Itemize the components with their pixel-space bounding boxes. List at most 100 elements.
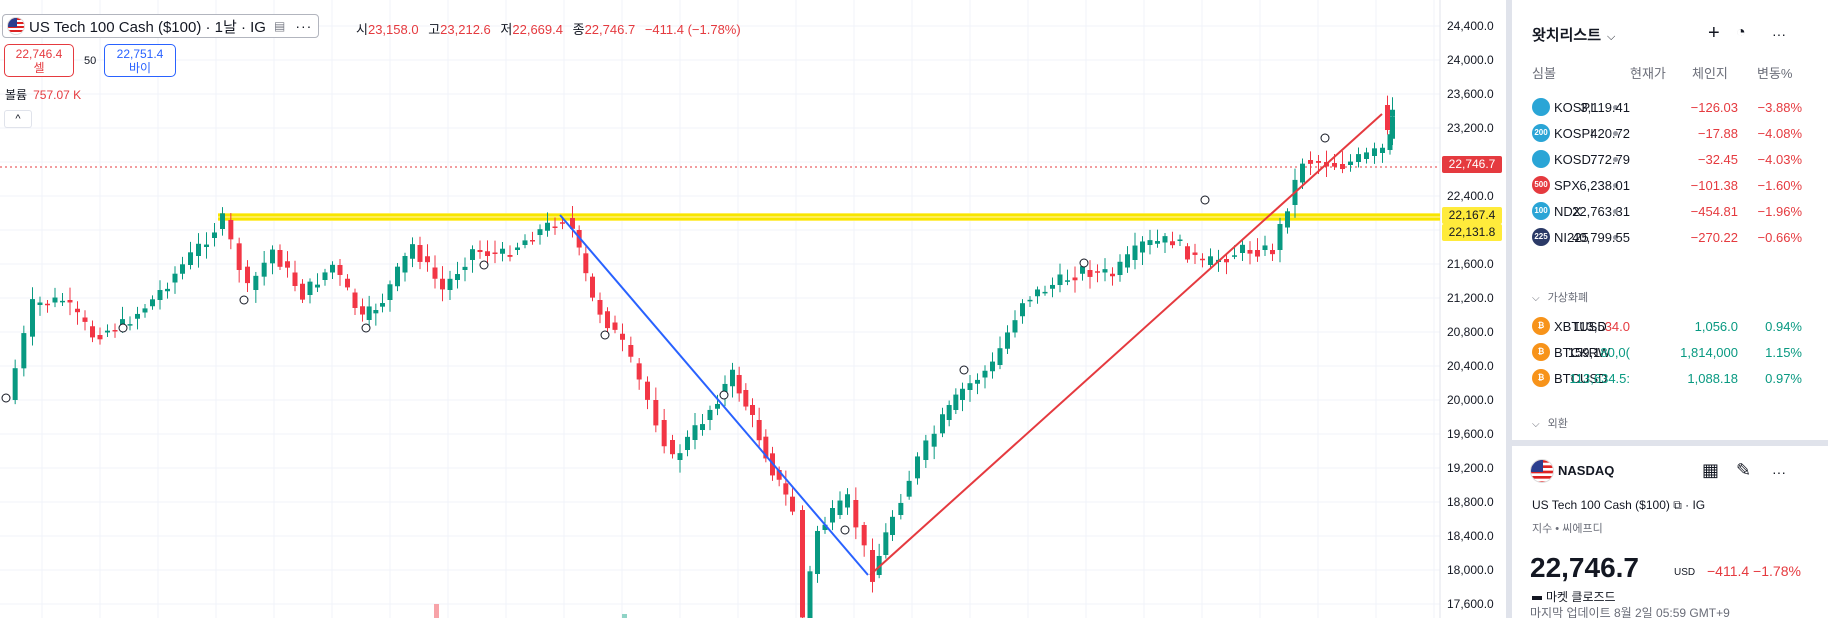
candle-body — [605, 311, 610, 329]
candle-body — [75, 308, 80, 313]
more-icon[interactable]: ··· — [295, 18, 313, 34]
watchlist-row[interactable]: 500 SPX 6,238.01 −101.38 −1.60% — [1512, 170, 1828, 200]
row-price: 6,238.01 — [1579, 178, 1630, 193]
status-dot — [1613, 183, 1618, 188]
kospi200-icon: 200 — [1532, 124, 1550, 142]
candle-body — [537, 229, 543, 235]
row-percent: −4.08% — [1757, 126, 1802, 141]
watchlist-row[interactable]: ₿ BTCKRW 159,180,0(1,814,000 1.15% — [1512, 337, 1828, 367]
col-symbol[interactable]: 심볼 — [1532, 66, 1556, 81]
candle-body — [135, 313, 140, 319]
col-percent[interactable]: 변동% — [1757, 66, 1793, 81]
buy-button[interactable]: 22,751.4 바이 — [104, 44, 176, 77]
data-window-icon[interactable]: ▤ — [273, 19, 286, 33]
more-options-icon[interactable]: ··· — [1772, 26, 1786, 42]
candle-body — [1177, 239, 1183, 242]
col-price[interactable]: 현재가 — [1630, 66, 1666, 81]
candle-body — [552, 226, 558, 228]
watchlist-row[interactable]: 225 NI225 40,799.55 −270.22 −0.66% — [1512, 222, 1828, 252]
candle-body — [1308, 160, 1313, 164]
row-change: −17.88 — [1697, 126, 1738, 141]
volume-bar — [622, 614, 627, 618]
candle-body — [707, 409, 713, 420]
candle-body — [157, 290, 163, 300]
level-upper-tag: 22,167.4 — [1442, 207, 1502, 224]
candle-body — [1387, 134, 1393, 150]
candle-body — [165, 288, 170, 292]
instrument-name[interactable]: US Tech 100 Cash ($100) ⧉ · IG — [1532, 498, 1706, 512]
bitcoin-krw-icon: ₿ — [1532, 343, 1550, 361]
candle-body — [373, 310, 379, 314]
candle-body — [1348, 161, 1353, 165]
row-change: 1,814,000 — [1680, 345, 1738, 360]
panel-divider[interactable] — [1506, 0, 1512, 618]
candle-body — [345, 278, 350, 288]
candle-body — [1072, 277, 1078, 281]
price-tick: 20,000.0 — [1447, 393, 1494, 407]
candle-body — [417, 245, 423, 262]
sell-button[interactable]: 22,746.4 셀 — [4, 44, 74, 77]
candle-body — [410, 244, 415, 259]
edit-icon[interactable]: ✎ — [1736, 460, 1752, 480]
candle-body — [485, 251, 490, 257]
watchlist-row[interactable]: KOSPI 3,119.41 −126.03 −3.88% — [1512, 92, 1828, 122]
event-marker-icon — [1079, 258, 1089, 268]
candle-body — [196, 243, 201, 256]
candle-body — [105, 330, 110, 333]
candle-body — [1200, 258, 1205, 261]
candle-body — [45, 303, 50, 306]
status-dot — [1613, 157, 1618, 162]
price-tick: 24,400.0 — [1447, 19, 1494, 33]
collapse-legend-button[interactable]: ^ — [4, 110, 32, 128]
candle-body — [292, 272, 298, 286]
panel-separator[interactable] — [1512, 440, 1828, 446]
watchlist-row[interactable]: KOSD. 772.79 −32.45 −4.03% — [1512, 144, 1828, 174]
row-percent: −0.66% — [1757, 230, 1802, 245]
candle-body — [300, 283, 305, 300]
pie-chart-icon[interactable]: ◔ — [1736, 24, 1746, 41]
candle-body — [990, 361, 995, 372]
candle-body — [870, 550, 875, 582]
price-tick: 19,200.0 — [1447, 461, 1494, 475]
watchlist-row[interactable]: ₿ BTCUSD 113,634.5: 1,088.18 0.97% — [1512, 363, 1828, 393]
price-tick: 23,600.0 — [1447, 87, 1494, 101]
symbol-selector[interactable]: US Tech 100 Cash ($100) · 1날 · IG ▤ ··· — [2, 14, 320, 38]
col-change[interactable]: 체인지 — [1692, 66, 1728, 81]
candle-body — [322, 272, 328, 280]
candle-body — [1270, 250, 1275, 255]
price-tick: 20,800.0 — [1447, 325, 1494, 339]
candle-body — [1372, 148, 1377, 156]
row-percent: −1.60% — [1757, 178, 1802, 193]
price-chart[interactable] — [0, 0, 1506, 618]
more-options-icon[interactable]: ··· — [1772, 464, 1786, 480]
add-symbol-icon[interactable]: + — [1708, 22, 1720, 44]
chart-pane[interactable]: US Tech 100 Cash ($100) · 1날 · IG ▤ ··· … — [0, 0, 1506, 618]
watchlist-row[interactable]: ₿ XBTUSD 113,534.0 1,056.0 0.94% — [1512, 311, 1828, 341]
chevron-down-icon: ⌵ — [1532, 419, 1540, 430]
candle-body — [661, 420, 667, 447]
crypto-section-header[interactable]: ⌵ 가상화폐 — [1532, 292, 1589, 304]
row-price: 3,119.41 — [1580, 100, 1630, 115]
watchlist-row[interactable]: 200 KOSPI 420.72 −17.88 −4.08% — [1512, 118, 1828, 148]
candle-body — [30, 299, 35, 337]
status-dot — [1613, 235, 1618, 240]
candle-body — [1340, 164, 1345, 170]
watchlist-row[interactable]: 100 NDX 22,763.31 −454.81 −1.96% — [1512, 196, 1828, 226]
candle-body — [830, 508, 835, 523]
fx-section-header[interactable]: ⌵ 외환 — [1532, 418, 1568, 430]
candle-body — [1285, 211, 1290, 228]
candle-body — [60, 300, 65, 303]
watchlist-title[interactable]: 왓치리스트 ⌵ — [1532, 27, 1616, 44]
candle-body — [1005, 332, 1010, 349]
candle-body — [1255, 250, 1260, 257]
exchange-name[interactable]: NASDAQ — [1558, 463, 1615, 478]
price-tick: 23,200.0 — [1447, 121, 1494, 135]
candle-body — [1390, 109, 1395, 117]
row-percent: −4.03% — [1757, 152, 1802, 167]
market-status: 마켓 클로즈드 — [1532, 588, 1616, 605]
candle-body — [142, 308, 148, 313]
current-price-tag: 22,746.7 — [1442, 156, 1502, 173]
kosdaq-icon — [1532, 150, 1550, 168]
grid-icon[interactable]: ▦ — [1702, 460, 1720, 480]
chevron-down-icon: ⌵ — [1607, 31, 1616, 43]
